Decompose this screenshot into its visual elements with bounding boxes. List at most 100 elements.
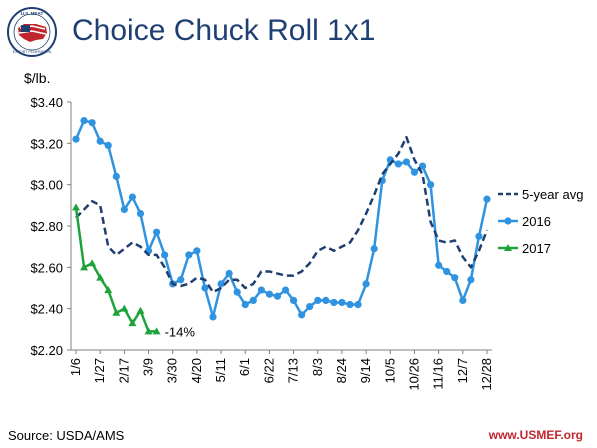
x-tick-label: 5/11 — [213, 358, 228, 382]
data-point-2016 — [330, 298, 338, 307]
data-point-2017 — [104, 286, 113, 294]
y-tick-label: $2.40 — [30, 302, 63, 317]
legend-marker — [504, 244, 512, 251]
data-point-2017 — [112, 308, 121, 316]
x-tick-label: 3/9 — [141, 358, 156, 376]
x-tick-label: 6/22 — [261, 358, 276, 383]
data-point-2016 — [72, 135, 80, 143]
x-tick-label: 6/1 — [237, 358, 252, 376]
legend-label: 2016 — [522, 214, 551, 229]
legend-marker — [504, 217, 512, 225]
y-tick-label: $2.20 — [30, 343, 63, 358]
x-tick-label: 3/30 — [165, 358, 180, 383]
data-point-2016 — [217, 280, 225, 288]
data-point-2017 — [72, 203, 80, 211]
data-point-2016 — [257, 286, 265, 294]
data-point-2016 — [298, 311, 306, 319]
data-point-2016 — [273, 292, 282, 300]
data-point-2016 — [120, 205, 128, 214]
y-tick-label: $3.20 — [30, 136, 63, 151]
annotation-label: -14% — [165, 324, 196, 339]
data-point-2016 — [475, 232, 483, 240]
data-point-2016 — [209, 313, 217, 321]
x-tick-label: 11/16 — [431, 358, 446, 390]
usmef-seal-icon: U.S. MEAT EXPORT FEDERATION — [7, 7, 57, 57]
data-point-2016 — [467, 276, 475, 284]
data-point-2016 — [435, 261, 443, 269]
data-point-2016 — [193, 247, 201, 255]
x-tick-label: 1/27 — [92, 358, 107, 383]
usmef-logo: U.S. MEAT EXPORT FEDERATION — [6, 6, 58, 58]
data-point-2016 — [249, 296, 257, 304]
data-point-2016 — [152, 228, 161, 236]
data-point-2016 — [451, 274, 459, 282]
data-point-2016 — [96, 137, 104, 145]
x-tick-label: 8/24 — [334, 358, 349, 383]
data-point-2016 — [394, 160, 402, 168]
website-link[interactable]: www.USMEF.org — [488, 428, 583, 442]
y-axis-unit-label: $/lb. — [24, 70, 51, 86]
data-point-2017 — [144, 327, 153, 335]
x-tick-label: 2/17 — [116, 358, 131, 383]
data-point-2017 — [80, 263, 89, 271]
data-point-2016 — [402, 158, 411, 166]
data-point-2016 — [80, 117, 88, 125]
svg-text:EXPORT FEDERATION: EXPORT FEDERATION — [13, 50, 52, 54]
x-tick-label: 7/13 — [286, 358, 301, 383]
data-point-2016 — [289, 296, 298, 304]
data-point-2016 — [410, 168, 419, 176]
data-point-2017 — [136, 306, 145, 314]
data-point-2016 — [322, 296, 330, 304]
data-point-2016 — [225, 269, 233, 278]
legend-label: 5-year avg — [522, 187, 583, 202]
data-point-2017 — [120, 304, 129, 312]
chart-lines — [72, 117, 491, 335]
data-point-2016 — [306, 303, 314, 311]
data-point-2016 — [128, 193, 137, 201]
chart-axes: $2.20 $2.40 $2.60 $2.80 $3.00 $3.20 $3.40 1/6 1/… — [30, 95, 494, 391]
data-point-2016 — [177, 276, 185, 284]
data-point-2016 — [459, 296, 467, 304]
x-tick-label: 10/26 — [406, 358, 421, 391]
data-point-2017 — [128, 319, 137, 327]
data-point-2016 — [443, 267, 451, 276]
data-point-2016 — [265, 290, 274, 298]
svg-text:U.S. MEAT: U.S. MEAT — [21, 11, 44, 16]
data-point-2016 — [112, 172, 120, 180]
data-point-2017 — [152, 327, 161, 335]
data-point-2016 — [185, 251, 193, 259]
data-point-2016 — [314, 296, 322, 304]
data-point-2016 — [418, 162, 427, 170]
data-point-2016 — [104, 141, 112, 149]
x-tick-label: 4/20 — [189, 358, 204, 383]
series-line-2016 — [74, 119, 489, 319]
y-tick-label: $3.40 — [30, 95, 63, 110]
data-point-2016 — [281, 286, 290, 294]
data-point-2016 — [161, 251, 169, 259]
data-point-2016 — [483, 195, 491, 203]
y-tick-label: $2.60 — [30, 260, 63, 275]
chart-annotations: -14% — [165, 324, 196, 339]
data-point-2016 — [88, 119, 96, 127]
data-point-2016 — [201, 284, 209, 292]
data-point-2016 — [338, 298, 346, 307]
data-point-2017 — [88, 259, 97, 267]
data-point-2016 — [362, 280, 370, 288]
x-tick-label: 8/3 — [310, 358, 325, 376]
data-point-2016 — [370, 245, 378, 253]
legend-label: 2017 — [522, 241, 551, 256]
chart-legend: 5-year avg 2016 2017 — [498, 187, 583, 256]
x-tick-label: 1/6 — [68, 358, 83, 376]
series-line-5-year-avg — [75, 135, 489, 294]
x-tick-label: 12/28 — [479, 358, 494, 391]
data-point-2016 — [136, 210, 145, 218]
data-point-2016 — [233, 288, 241, 296]
data-point-2016 — [426, 181, 435, 189]
x-tick-label: 10/5 — [382, 358, 397, 383]
data-point-2016 — [346, 300, 354, 309]
source-note: Source: USDA/AMS — [8, 428, 125, 443]
y-tick-label: $3.00 — [30, 178, 63, 193]
page-title: Choice Chuck Roll 1x1 — [72, 14, 376, 47]
